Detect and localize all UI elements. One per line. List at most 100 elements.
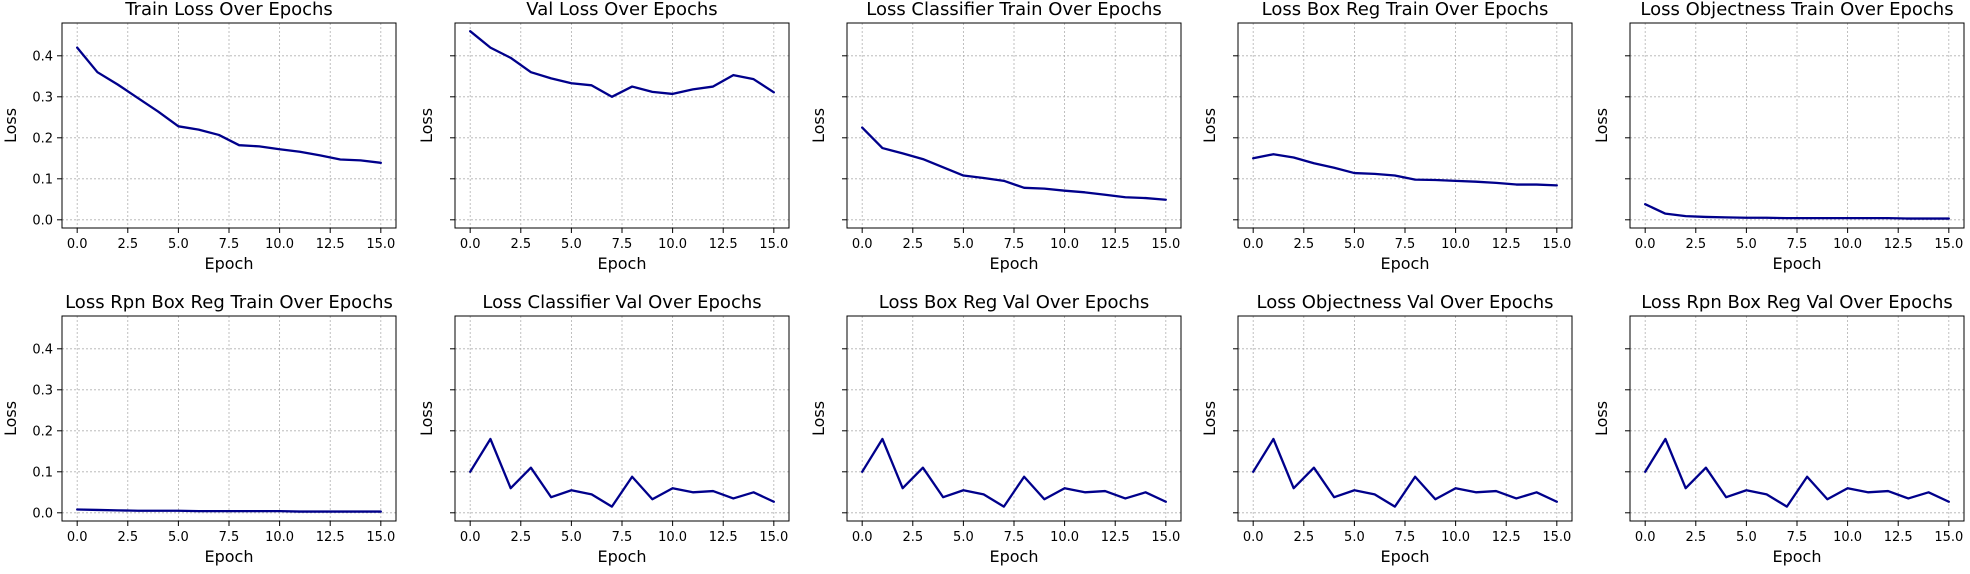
- y-tick-label: 0.1: [32, 465, 53, 480]
- y-axis-label: Loss: [1200, 108, 1219, 143]
- x-tick-label: 5.0: [1736, 237, 1757, 252]
- x-tick-label: 15.0: [759, 237, 788, 252]
- x-axis-label: Epoch: [1381, 254, 1430, 273]
- x-tick-label: 5.0: [1344, 237, 1365, 252]
- x-tick-label: 5.0: [168, 237, 189, 252]
- chart-title: Loss Rpn Box Reg Train Over Epochs: [65, 292, 393, 313]
- y-tick-label: 0.3: [32, 383, 53, 398]
- x-tick-label: 0.0: [67, 530, 88, 545]
- x-tick-label: 0.0: [1243, 237, 1264, 252]
- x-tick-label: 0.0: [460, 530, 481, 545]
- x-tick-label: 10.0: [658, 237, 687, 252]
- x-tick-label: 12.5: [1884, 237, 1913, 252]
- x-tick-label: 15.0: [1151, 530, 1180, 545]
- x-tick-label: 0.0: [1635, 530, 1656, 545]
- x-tick-label: 2.5: [117, 237, 138, 252]
- x-tick-label: 10.0: [265, 237, 294, 252]
- x-tick-label: 12.5: [1101, 237, 1130, 252]
- x-tick-label: 10.0: [1833, 530, 1862, 545]
- x-tick-label: 15.0: [1934, 237, 1963, 252]
- y-axis-label: Loss: [1200, 401, 1219, 436]
- x-tick-label: 15.0: [1151, 237, 1180, 252]
- x-tick-label: 15.0: [366, 237, 395, 252]
- x-axis-label: Epoch: [205, 547, 254, 566]
- x-tick-label: 12.5: [709, 237, 738, 252]
- y-axis-label: Loss: [1, 108, 20, 143]
- x-tick-label: 2.5: [1293, 237, 1314, 252]
- y-axis-label: Loss: [809, 108, 828, 143]
- x-tick-label: 7.5: [1787, 237, 1808, 252]
- y-tick-label: 0.0: [32, 506, 53, 521]
- chart-title: Loss Classifier Train Over Epochs: [866, 0, 1162, 20]
- x-tick-label: 10.0: [1050, 530, 1079, 545]
- x-tick-label: 12.5: [1492, 530, 1521, 545]
- axes-frame: [1630, 23, 1964, 228]
- x-axis-label: Epoch: [990, 547, 1039, 566]
- x-tick-label: 0.0: [1635, 237, 1656, 252]
- x-axis-label: Epoch: [990, 254, 1039, 273]
- x-tick-label: 5.0: [561, 530, 582, 545]
- axes-frame: [62, 316, 396, 521]
- x-tick-label: 7.5: [219, 237, 240, 252]
- y-tick-label: 0.0: [32, 213, 53, 228]
- chart-title: Train Loss Over Epochs: [124, 0, 333, 20]
- y-axis-label: Loss: [417, 401, 436, 436]
- x-tick-label: 10.0: [1441, 530, 1470, 545]
- x-tick-label: 0.0: [852, 237, 873, 252]
- x-tick-label: 7.5: [1395, 237, 1416, 252]
- x-tick-label: 2.5: [902, 530, 923, 545]
- x-tick-label: 5.0: [561, 237, 582, 252]
- x-tick-label: 10.0: [1441, 237, 1470, 252]
- x-tick-label: 12.5: [709, 530, 738, 545]
- x-tick-label: 0.0: [852, 530, 873, 545]
- y-tick-label: 0.3: [32, 90, 53, 105]
- x-tick-label: 2.5: [1293, 530, 1314, 545]
- chart-title: Loss Rpn Box Reg Val Over Epochs: [1641, 292, 1953, 313]
- x-tick-label: 7.5: [219, 530, 240, 545]
- subplot-8: 0.0 2.5 5.0 7.5 10.0 12.5 15.0 Loss Box Reg Val…: [809, 292, 1181, 566]
- x-tick-label: 7.5: [1004, 530, 1025, 545]
- chart-title: Val Loss Over Epochs: [526, 0, 717, 20]
- x-tick-label: 5.0: [953, 530, 974, 545]
- x-tick-label: 2.5: [902, 237, 923, 252]
- chart-title: Loss Classifier Val Over Epochs: [482, 292, 761, 313]
- x-axis-label: Epoch: [1773, 547, 1822, 566]
- x-tick-label: 0.0: [1243, 530, 1264, 545]
- x-tick-label: 5.0: [1344, 530, 1365, 545]
- x-tick-label: 5.0: [953, 237, 974, 252]
- x-tick-label: 15.0: [759, 530, 788, 545]
- x-tick-label: 12.5: [1492, 237, 1521, 252]
- y-tick-label: 0.1: [32, 172, 53, 187]
- x-tick-label: 2.5: [117, 530, 138, 545]
- y-axis-label: Loss: [1592, 108, 1611, 143]
- x-tick-label: 2.5: [1685, 237, 1706, 252]
- x-tick-label: 10.0: [1833, 237, 1862, 252]
- x-tick-label: 2.5: [1685, 530, 1706, 545]
- chart-title: Loss Objectness Val Over Epochs: [1257, 292, 1554, 313]
- x-axis-label: Epoch: [598, 254, 647, 273]
- x-tick-label: 12.5: [1101, 530, 1130, 545]
- x-axis-label: Epoch: [1773, 254, 1822, 273]
- x-tick-label: 5.0: [1736, 530, 1757, 545]
- axes-frame: [1238, 23, 1572, 228]
- x-tick-label: 2.5: [510, 530, 531, 545]
- chart-title: Loss Box Reg Val Over Epochs: [879, 292, 1149, 313]
- x-axis-label: Epoch: [205, 254, 254, 273]
- axes-frame: [62, 23, 396, 228]
- x-tick-label: 15.0: [1542, 237, 1571, 252]
- y-axis-label: Loss: [1, 401, 20, 436]
- y-tick-label: 0.2: [32, 131, 53, 146]
- x-tick-label: 0.0: [460, 237, 481, 252]
- x-tick-label: 12.5: [1884, 530, 1913, 545]
- x-axis-label: Epoch: [1381, 547, 1430, 566]
- x-tick-label: 15.0: [1934, 530, 1963, 545]
- x-tick-label: 7.5: [1395, 530, 1416, 545]
